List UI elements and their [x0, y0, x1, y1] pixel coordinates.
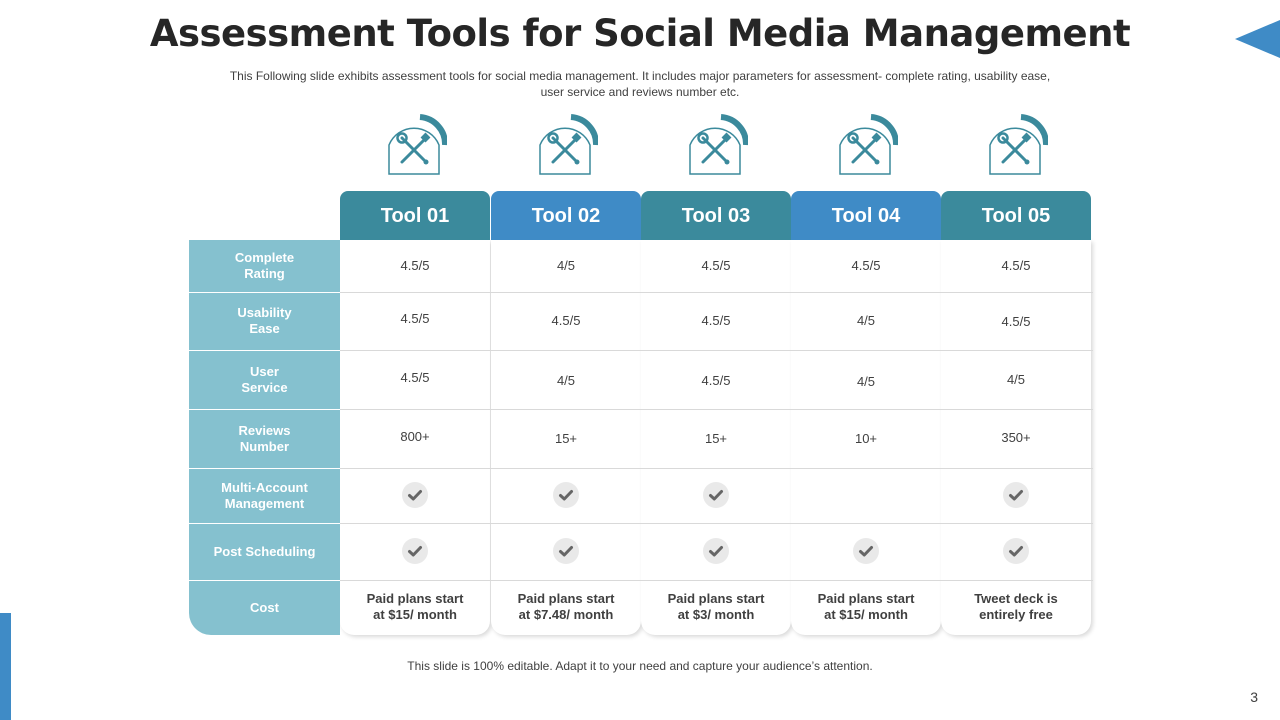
slide-title: Assessment Tools for Social Media Manage…	[149, 12, 1131, 55]
tool-header-2: Tool 02	[491, 191, 641, 240]
tool-header-4: Tool 04	[791, 191, 941, 240]
table-cell-cost: Paid plans start at $7.48/ month	[517, 590, 615, 622]
table-cell-user-service: 4.5/5	[400, 370, 430, 385]
parameter-label-column	[189, 240, 340, 635]
tool-column-4	[791, 240, 941, 635]
tool-column-5	[941, 240, 1091, 635]
table-cell-complete-rating: 4.5/5	[1001, 257, 1031, 273]
table-cell-multi-account-management	[941, 468, 1091, 521]
table-cell-complete-rating: 4/5	[556, 257, 576, 273]
table-cell-user-service: 4/5	[556, 373, 576, 388]
table-cell-post-scheduling	[941, 523, 1091, 578]
table-cell-post-scheduling	[641, 523, 791, 578]
table-cell-multi-account-management	[641, 468, 791, 521]
slide-footer: This slide is 100% editable. Adapt it to…	[407, 659, 873, 673]
table-cell-usability-ease: 4.5/5	[400, 310, 430, 326]
label-divider	[189, 409, 340, 410]
table-cell-cost: Paid plans start at $3/ month	[667, 590, 765, 622]
table-cell-post-scheduling	[340, 523, 490, 578]
check-icon	[703, 481, 729, 508]
row-divider	[189, 350, 1093, 351]
tools-icon	[385, 114, 448, 176]
table-cell-post-scheduling	[491, 523, 641, 578]
check-icon	[402, 481, 428, 508]
table-cell-reviews-number: 800+	[400, 429, 430, 444]
row-label-usability-ease: Usability Ease	[237, 305, 292, 336]
table-cell-reviews-number: 350+	[1001, 430, 1031, 445]
slide-subtitle: This Following slide exhibits assessment…	[229, 69, 1051, 99]
label-divider	[189, 292, 340, 293]
table-cell-usability-ease: 4.5/5	[551, 312, 581, 328]
table-cell-complete-rating: 4.5/5	[400, 257, 430, 273]
table-cell-reviews-number: 15+	[704, 431, 728, 446]
table-cell-user-service: 4.5/5	[701, 373, 731, 388]
tools-icon	[686, 114, 749, 176]
table-cell-user-service: 4/5	[856, 374, 876, 389]
label-divider	[189, 468, 340, 469]
tools-icon	[536, 114, 599, 176]
corner-arrow-decoration	[1235, 20, 1280, 58]
table-cell-multi-account-management	[340, 468, 490, 521]
check-icon	[402, 537, 428, 564]
row-label-complete-rating: Complete Rating	[234, 250, 295, 281]
row-label-reviews-number: Reviews Number	[238, 422, 291, 454]
tool-header-5: Tool 05	[941, 191, 1091, 240]
tool-column-2	[491, 240, 641, 635]
table-cell-reviews-number: 10+	[854, 431, 878, 446]
table-cell-usability-ease: 4.5/5	[701, 312, 731, 328]
check-icon	[703, 537, 729, 564]
row-divider	[189, 409, 1093, 410]
tools-icon	[836, 114, 899, 176]
tool-header-3: Tool 03	[641, 191, 791, 240]
check-icon	[553, 481, 579, 508]
table-cell-cost: Paid plans start at $15/ month	[366, 590, 464, 622]
row-divider	[189, 523, 1093, 524]
left-accent-bar	[0, 613, 11, 720]
row-label-multi-account-management: Multi-Account Management	[221, 479, 308, 511]
check-icon	[853, 537, 879, 564]
tool-column-3	[641, 240, 791, 635]
row-label-user-service: User Service	[241, 363, 288, 395]
label-divider	[189, 350, 340, 351]
table-cell-complete-rating: 4.5/5	[701, 257, 731, 273]
table-cell-reviews-number: 15+	[554, 431, 578, 446]
table-cell-multi-account-management	[791, 468, 941, 521]
check-icon	[1003, 481, 1029, 508]
table-cell-complete-rating: 4.5/5	[851, 257, 881, 273]
table-cell-multi-account-management	[491, 468, 641, 521]
table-cell-usability-ease: 4.5/5	[1001, 313, 1031, 329]
table-cell-post-scheduling	[791, 523, 941, 578]
row-divider	[189, 580, 1093, 581]
table-cell-user-service: 4/5	[1006, 372, 1026, 387]
label-divider	[189, 580, 340, 581]
label-divider	[189, 523, 340, 524]
row-divider	[189, 468, 1093, 469]
table-cell-cost: Tweet deck is entirely free	[974, 590, 1058, 622]
row-label-post-scheduling: Post Scheduling	[213, 543, 316, 559]
check-icon	[1003, 537, 1029, 564]
tool-header-1: Tool 01	[340, 191, 490, 240]
table-cell-usability-ease: 4/5	[856, 312, 876, 328]
page-number: 3	[1250, 689, 1258, 705]
tools-icon	[986, 114, 1049, 176]
table-cell-cost: Paid plans start at $15/ month	[817, 590, 915, 622]
row-label-cost: Cost	[250, 599, 279, 615]
tool-column-1	[340, 240, 490, 635]
row-divider	[189, 292, 1093, 293]
check-icon	[553, 537, 579, 564]
